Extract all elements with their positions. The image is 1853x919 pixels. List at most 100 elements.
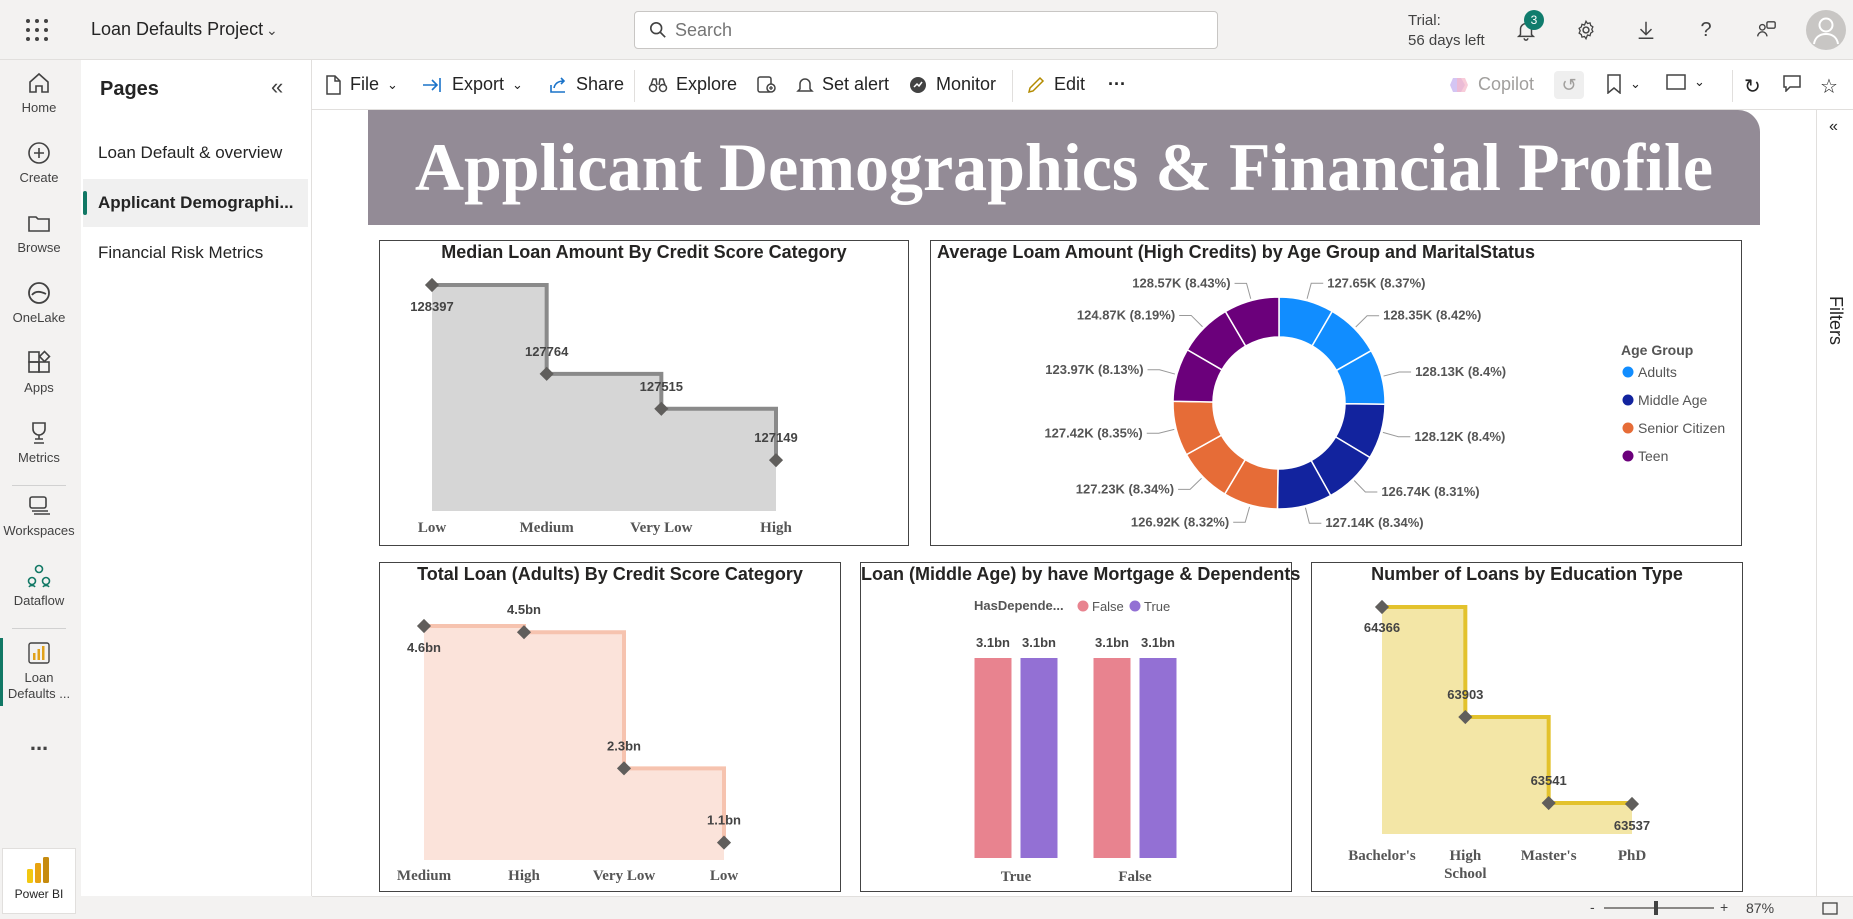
leader-line <box>1306 282 1324 299</box>
nav-divider <box>12 485 66 486</box>
page-tab-applicant-demographics[interactable]: Applicant Demographi... <box>83 179 308 227</box>
favorite-star-icon[interactable]: ☆ <box>1820 76 1838 98</box>
expand-filters-icon[interactable]: « <box>1829 118 1838 135</box>
workspace-name[interactable]: Loan Defaults Project <box>91 19 264 39</box>
nav-create[interactable]: Create <box>0 140 78 185</box>
chart-title: Median Loan Amount By Credit Score Categ… <box>441 242 847 262</box>
page-tab-financial-risk-metrics[interactable]: Financial Risk Metrics <box>98 243 264 262</box>
app-launcher-icon[interactable] <box>26 19 48 41</box>
area-fill <box>1382 607 1632 834</box>
zoom-in-button[interactable]: + <box>1720 899 1729 915</box>
legend-item: Middle Age <box>1638 392 1707 408</box>
help-icon[interactable]: ? <box>1700 18 1712 41</box>
status-bar: - + 87% <box>312 896 1853 919</box>
chart-plot: 128397 Low 127764 Medium 127515 Very Low 12714… <box>410 277 798 536</box>
settings-gear-icon[interactable] <box>1572 16 1600 44</box>
user-icon <box>1813 17 1839 45</box>
share-label: Share <box>576 74 625 94</box>
pages-pane: Pages « Loan Default & overview Applican… <box>81 60 312 896</box>
legend-marker <box>1622 366 1634 378</box>
report-banner: Applicant Demographics & Financial Profi… <box>368 110 1760 225</box>
binoculars-icon <box>648 77 668 92</box>
plus-circle-icon <box>28 142 50 164</box>
nav-dataflow[interactable]: Dataflow <box>0 563 78 608</box>
monitor-icon <box>910 76 926 93</box>
search-icon <box>649 21 666 38</box>
powerbi-brand-tile[interactable]: Power BI <box>2 848 76 914</box>
data-label: 128.13K (8.4%) <box>1415 364 1506 379</box>
bell-icon <box>796 77 814 92</box>
data-label: 128397 <box>410 299 453 314</box>
set-alert-button[interactable]: Set alert <box>796 74 889 95</box>
chart-plot: 127.65K (8.37%) 128.35K (8.42%) 128.13K (8… <box>1044 275 1725 530</box>
filters-pane[interactable]: « Filters <box>1816 110 1853 896</box>
search-box[interactable] <box>634 11 1218 49</box>
zoom-out-button[interactable]: - <box>1590 899 1595 915</box>
nav-apps[interactable]: Apps <box>0 350 78 395</box>
nav-onelake[interactable]: OneLake <box>0 280 78 325</box>
legend-title: HasDepende... <box>974 598 1064 613</box>
bar <box>1020 658 1058 858</box>
nav-more-button[interactable]: ... <box>29 730 49 755</box>
median-loan-by-credit-chart[interactable]: Median Loan Amount By Credit Score Categ… <box>379 240 909 546</box>
legend-marker <box>1622 450 1634 462</box>
chevron-down-icon[interactable]: ⌄ <box>266 22 278 38</box>
more-options-button[interactable]: ··· <box>1108 74 1126 94</box>
onelake-icon <box>28 282 50 304</box>
report-title: Applicant Demographics & Financial Profi… <box>414 129 1714 205</box>
nav-browse[interactable]: Browse <box>0 210 78 255</box>
export-icon <box>423 77 441 92</box>
share-button[interactable]: Share <box>548 74 624 95</box>
legend-title: Age Group <box>1621 342 1693 358</box>
export-menu-button[interactable]: Export ⌄ <box>422 74 523 95</box>
area-fill <box>424 626 724 860</box>
avg-loan-donut-chart[interactable]: Average Loam Amount (High Credits) by Ag… <box>930 240 1742 546</box>
edit-button[interactable]: Edit <box>1026 74 1085 95</box>
download-icon[interactable] <box>1632 16 1660 44</box>
nav-onelake-label: OneLake <box>12 310 66 325</box>
nav-metrics[interactable]: Metrics <box>0 420 78 465</box>
reset-icon[interactable]: ↺ <box>1554 71 1584 99</box>
file-menu-button[interactable]: File ⌄ <box>324 74 398 95</box>
chart-title: Number of Loans by Education Type <box>1371 564 1683 584</box>
leader-line <box>1304 507 1322 524</box>
loans-by-education-chart[interactable]: Number of Loans by Education Type 64366 B… <box>1311 562 1743 892</box>
avatar[interactable] <box>1806 10 1846 50</box>
data-label: 123.97K (8.13%) <box>1045 362 1143 377</box>
chart-plot: 64366 Bachelor's 63903 High School 63541 Maste… <box>1348 599 1650 882</box>
nav-loan-defaults-report[interactable]: Loan Defaults ... <box>0 640 78 702</box>
zoom-slider[interactable] <box>1604 907 1714 909</box>
legend-item: True <box>1144 599 1170 614</box>
monitor-button[interactable]: Monitor <box>908 74 996 95</box>
page-tab-loan-default-overview[interactable]: Loan Default & overview <box>98 143 283 162</box>
fit-to-page-icon[interactable] <box>1822 902 1838 915</box>
nav-workspaces[interactable]: Workspaces <box>0 493 78 538</box>
zoom-level: 87% <box>1746 900 1775 916</box>
data-label: 3.1bn <box>1095 635 1129 650</box>
legend-marker <box>1622 422 1634 434</box>
data-point <box>768 453 784 468</box>
copilot-button[interactable]: Copilot <box>1448 74 1534 95</box>
zoom-slider-thumb[interactable] <box>1654 901 1658 915</box>
nav-home[interactable]: Home <box>0 70 78 115</box>
subscribe-icon[interactable] <box>756 74 776 94</box>
copilot-icon <box>1450 77 1468 92</box>
view-icon[interactable]: ⌄ <box>1666 74 1705 90</box>
data-label: 128.35K (8.42%) <box>1383 308 1481 323</box>
powerbi-brand-label: Power BI <box>14 887 64 901</box>
refresh-icon[interactable]: ↻ <box>1744 76 1761 98</box>
left-navigation: Home Create Browse OneLake Apps Metrics … <box>0 60 78 919</box>
total-loan-adults-chart[interactable]: Total Loan (Adults) By Credit Score Cate… <box>379 562 841 892</box>
bookmark-icon[interactable]: ⌄ <box>1606 74 1641 94</box>
data-label: 3.1bn <box>1141 635 1175 650</box>
nav-browse-label: Browse <box>17 240 61 255</box>
feedback-icon[interactable] <box>1752 16 1780 44</box>
search-input[interactable] <box>675 18 1195 42</box>
loan-middle-age-bar-chart[interactable]: Loan (Middle Age) by have Mortgage & Dep… <box>860 562 1300 892</box>
comment-icon[interactable] <box>1782 74 1802 92</box>
data-label: 126.92K (8.32%) <box>1131 514 1229 529</box>
toolbar-divider <box>1732 70 1733 102</box>
explore-button[interactable]: Explore <box>648 74 737 95</box>
file-icon <box>326 74 341 95</box>
collapse-pane-icon[interactable]: « <box>271 74 284 99</box>
